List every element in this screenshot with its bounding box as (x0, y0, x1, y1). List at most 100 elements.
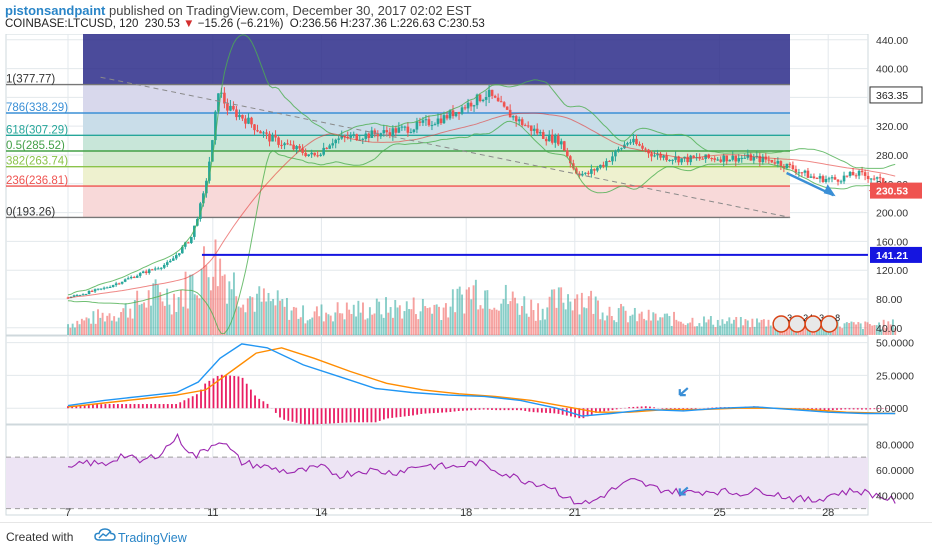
candle-body (509, 110, 512, 118)
candle-body (94, 289, 97, 291)
volume-bar (318, 316, 320, 335)
volume-bar (268, 293, 270, 335)
macd-histogram-bar (312, 408, 314, 424)
trading-chart[interactable]: 1(377.77)786(338.29)618(307.29)0.5(285.5… (0, 34, 932, 522)
macd-pane (6, 336, 868, 424)
macd-histogram-bar (616, 408, 618, 409)
volume-bar (286, 298, 288, 335)
candle-body (548, 135, 551, 142)
candle-body (229, 106, 232, 111)
macd-histogram-bar (109, 404, 111, 408)
volume-bar (751, 319, 753, 335)
candle-body (828, 178, 831, 179)
candle-body (112, 285, 115, 287)
volume-bar (539, 320, 541, 335)
volume-bar (576, 294, 578, 335)
volume-bar (549, 297, 551, 335)
volume-bar (212, 277, 214, 335)
volume-bar (219, 259, 221, 335)
volume-bar (431, 314, 433, 335)
volume-bar (245, 312, 247, 335)
volume-bar (719, 326, 721, 335)
candle-body (864, 172, 867, 176)
volume-bar (507, 304, 509, 335)
macd-histogram-bar (337, 408, 339, 423)
macd-histogram-bar (354, 408, 356, 422)
macd-histogram-bar (661, 408, 663, 409)
volume-bar (155, 279, 157, 335)
macd-histogram-bar (225, 375, 227, 408)
volume-bar (159, 292, 161, 335)
candle-body (331, 143, 334, 145)
macd-histogram-bar (429, 408, 431, 413)
candle-body (861, 171, 864, 172)
volume-bar (152, 283, 154, 335)
down-arrow-icon: ▼ (183, 18, 194, 30)
macd-histogram-bar (129, 404, 131, 408)
volume-bar (652, 312, 654, 335)
volume-bar (171, 314, 173, 335)
volume-bar (717, 320, 719, 335)
volume-bar (224, 274, 226, 335)
candle-body (560, 141, 563, 144)
volume-bar (496, 310, 498, 335)
volume-bar (88, 318, 90, 335)
volume-bar (560, 287, 562, 335)
volume-bar (602, 313, 604, 335)
candle-body (383, 130, 386, 133)
macd-histogram-bar (861, 408, 863, 409)
volume-bar (445, 303, 447, 335)
volume-bar (475, 280, 477, 335)
volume-bar (323, 321, 325, 335)
volume-bar (606, 316, 608, 335)
candle-body (100, 289, 103, 290)
volume-bar (390, 307, 392, 335)
volume-bar (634, 308, 636, 335)
candle-body (410, 132, 413, 133)
volume-bar (655, 314, 657, 335)
candle-body (804, 171, 807, 173)
candle-body (542, 132, 545, 139)
candle-body (620, 148, 623, 149)
macd-histogram-bar (121, 404, 123, 408)
fib-zone (83, 186, 790, 217)
macd-histogram-bar (458, 408, 460, 411)
candle-body (617, 149, 620, 151)
volume-bar (535, 321, 537, 335)
volume-bar (627, 322, 629, 335)
candle-body (449, 110, 452, 118)
tradingview-logo-text[interactable]: TradingView (118, 531, 187, 545)
volume-bar (537, 303, 539, 335)
candle-body (488, 90, 491, 97)
volume-bar (742, 325, 744, 335)
volume-bar (710, 316, 712, 335)
volume-bar (519, 315, 521, 335)
candle-body (328, 145, 331, 148)
macd-histogram-bar (462, 408, 464, 411)
volume-bar (643, 319, 645, 335)
volume-bar (463, 314, 465, 335)
tradingview-cloud-icon[interactable] (94, 527, 116, 543)
macd-histogram-bar (292, 408, 294, 422)
candle-body (635, 139, 638, 144)
volume-bar (380, 314, 382, 335)
price-tag-label: 230.53 (876, 186, 908, 198)
volume-bar (466, 290, 468, 335)
volume-bar (422, 299, 424, 335)
candle-body (380, 133, 383, 136)
volume-bar (622, 306, 624, 335)
macd-histogram-bar (100, 404, 102, 408)
volume-bar (747, 320, 749, 335)
candle-body (386, 130, 389, 132)
volume-bar (274, 305, 276, 335)
publisher-username[interactable]: pistonsandpaint (5, 3, 105, 18)
candle-body (431, 125, 434, 126)
volume-bar (749, 327, 751, 335)
volume-bar (242, 305, 244, 335)
candle-body (831, 177, 834, 178)
volume-bar (357, 301, 359, 335)
volume-bar (493, 308, 495, 335)
candle-body (253, 124, 256, 130)
volume-bar (853, 322, 855, 335)
volume-bar (192, 274, 194, 335)
